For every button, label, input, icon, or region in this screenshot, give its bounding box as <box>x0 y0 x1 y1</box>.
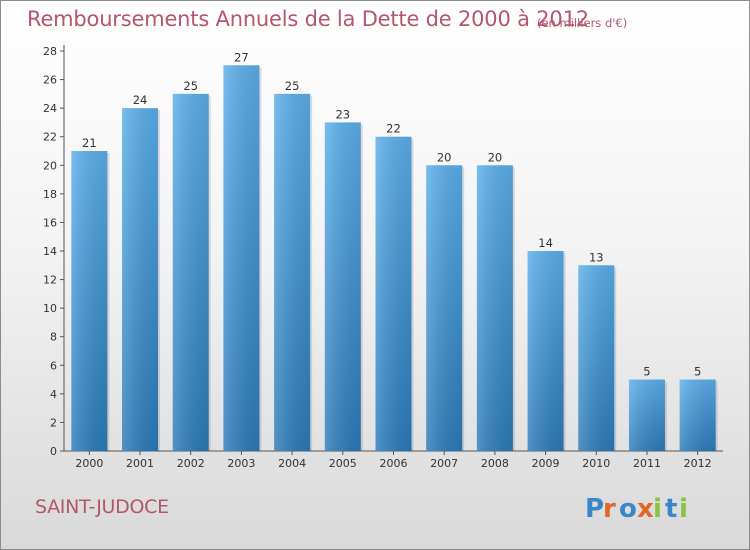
data-label: 25 <box>183 79 198 93</box>
y-tick-label: 12 <box>43 274 57 287</box>
y-tick-label: 2 <box>50 416 57 429</box>
logo-letter: i <box>653 494 662 524</box>
y-tick-label: 8 <box>50 331 57 344</box>
y-tick-label: 26 <box>43 74 57 87</box>
data-label: 5 <box>694 365 701 379</box>
x-tick-label: 2004 <box>278 457 306 470</box>
data-labels: 21 24 25 27 25 23 22 20 20 14 13 5 5 <box>82 50 701 378</box>
logo-letter: i <box>679 494 688 524</box>
logo-letter: o <box>619 494 637 524</box>
y-tick-label: 28 <box>43 45 57 58</box>
proxiti-logo: Pr o x i t i <box>585 494 688 524</box>
y-tick-label: 18 <box>43 188 57 201</box>
logo-letter: t <box>665 494 677 524</box>
x-tick-label: 2008 <box>481 457 509 470</box>
bar-highlight <box>628 379 665 451</box>
y-tick-label: 6 <box>50 359 57 372</box>
x-tick-label: 2003 <box>227 457 255 470</box>
data-label: 21 <box>82 136 97 150</box>
bars <box>71 65 718 452</box>
bar-highlight <box>426 165 463 452</box>
bar-highlight <box>578 265 615 451</box>
x-tick-label: 2001 <box>126 457 154 470</box>
x-tick-label: 2011 <box>633 457 661 470</box>
logo-letter: P <box>585 494 604 524</box>
data-label: 22 <box>386 122 401 136</box>
bar-highlight <box>527 251 564 451</box>
bar-highlight <box>71 151 108 451</box>
data-label: 23 <box>335 107 350 121</box>
data-label: 25 <box>285 79 300 93</box>
data-label: 13 <box>589 250 604 264</box>
bar-highlight <box>375 136 412 451</box>
bar-highlight <box>324 122 361 451</box>
logo-letter: r <box>603 494 616 524</box>
chart-title: Remboursements Annuels de la Dette de 20… <box>27 7 589 31</box>
bar-highlight <box>172 93 209 451</box>
y-tick-label: 24 <box>43 102 57 115</box>
unit-note: (en milliers d'€) <box>537 16 628 30</box>
data-label: 20 <box>488 150 503 164</box>
y-tick-label: 22 <box>43 131 57 144</box>
x-tick-label: 2012 <box>684 457 712 470</box>
y-tick-label: 16 <box>43 216 57 229</box>
bar-highlight <box>274 93 311 451</box>
y-tick-label: 0 <box>50 445 57 458</box>
data-label: 27 <box>234 50 249 64</box>
logo-letter: x <box>637 494 654 524</box>
x-tick-label: 2000 <box>75 457 103 470</box>
bar-highlight <box>122 108 159 452</box>
x-tick-label: 2006 <box>380 457 408 470</box>
data-label: 20 <box>437 150 452 164</box>
x-tick-label: 2002 <box>177 457 205 470</box>
y-tick-label: 10 <box>43 302 57 315</box>
x-tick-label: 2005 <box>329 457 357 470</box>
x-tick-label: 2009 <box>532 457 560 470</box>
y-tick-label: 4 <box>50 388 57 401</box>
bar-highlight <box>679 379 716 451</box>
bar-highlight <box>223 65 260 452</box>
place-name: SAINT-JUDOCE <box>35 496 169 518</box>
data-label: 5 <box>643 365 650 379</box>
x-tick-label: 2010 <box>582 457 610 470</box>
bar-highlight <box>476 165 513 452</box>
data-label: 14 <box>538 236 553 250</box>
y-tick-label: 20 <box>43 159 57 172</box>
x-tick-label: 2007 <box>430 457 458 470</box>
data-label: 24 <box>133 93 148 107</box>
y-tick-label: 14 <box>43 245 57 258</box>
